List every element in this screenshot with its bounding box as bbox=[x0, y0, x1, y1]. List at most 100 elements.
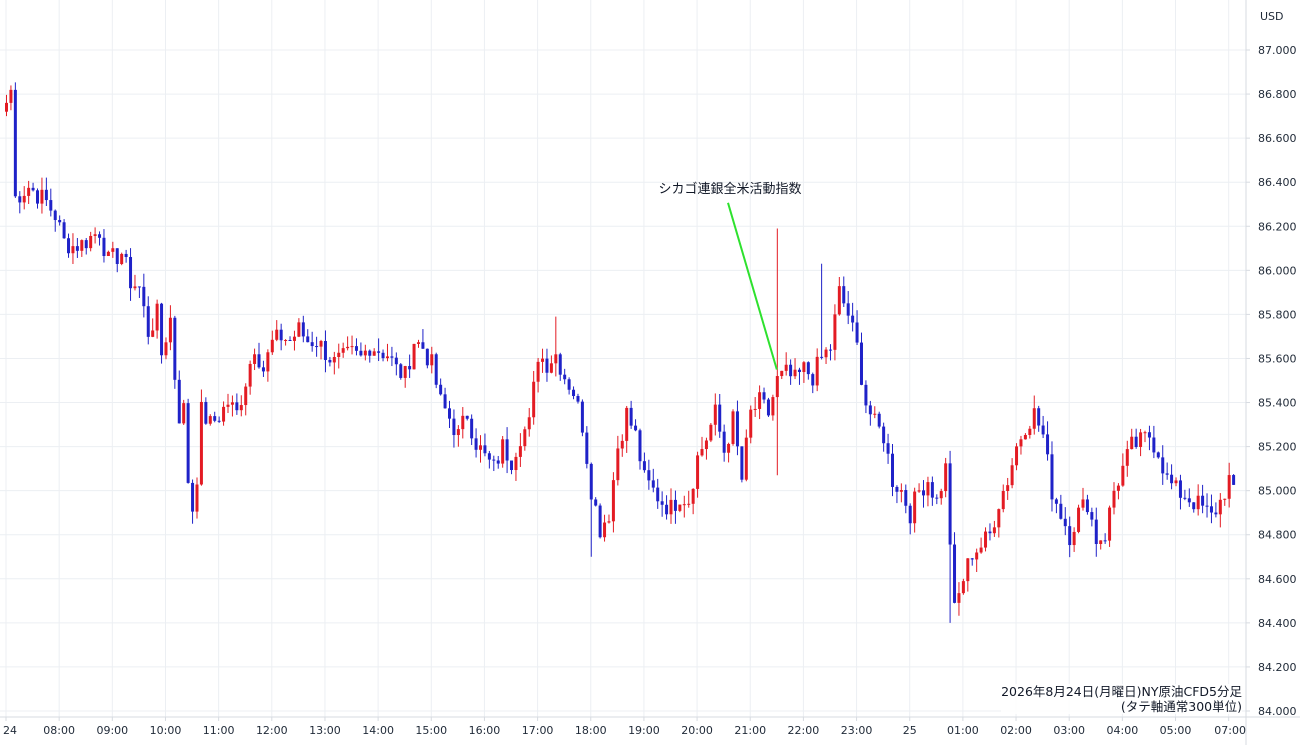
candle-body bbox=[18, 196, 22, 203]
candle bbox=[496, 455, 500, 469]
y-tick-label: 85.200 bbox=[1258, 441, 1297, 454]
candle bbox=[155, 299, 159, 339]
candle bbox=[700, 436, 704, 457]
candle-body bbox=[855, 322, 859, 343]
candle bbox=[492, 455, 496, 472]
candle bbox=[1023, 433, 1027, 440]
candle-body bbox=[607, 521, 611, 523]
candle-body bbox=[173, 317, 177, 380]
x-tick-label: 07:00 bbox=[1214, 724, 1246, 737]
candle-body bbox=[381, 352, 385, 359]
candle bbox=[230, 395, 234, 417]
candle bbox=[341, 342, 345, 358]
candle bbox=[191, 479, 195, 524]
candle-body bbox=[124, 253, 128, 257]
candle bbox=[106, 250, 110, 257]
caption-line-2: (タテ軸通常300単位) bbox=[1120, 699, 1242, 714]
candle bbox=[408, 354, 412, 378]
candle bbox=[1227, 462, 1231, 508]
candle bbox=[479, 435, 483, 463]
candle bbox=[31, 182, 35, 192]
candle-body bbox=[882, 426, 886, 444]
candle-body bbox=[1023, 434, 1027, 440]
candle-body bbox=[536, 361, 540, 382]
candle bbox=[744, 429, 748, 482]
candle-body bbox=[474, 438, 478, 450]
caption-line-1: 2026年8月24日(月曜日)NY原油CFD5分足 bbox=[1001, 684, 1242, 699]
candle bbox=[1037, 405, 1041, 432]
candle-body bbox=[213, 416, 217, 421]
candle bbox=[899, 483, 903, 503]
candle-body bbox=[784, 364, 788, 371]
candle-body bbox=[611, 480, 615, 522]
candle-body bbox=[735, 411, 739, 447]
candle bbox=[416, 339, 420, 348]
candle-body bbox=[580, 401, 584, 433]
y-tick-label: 86.200 bbox=[1258, 220, 1297, 233]
candle bbox=[1032, 395, 1036, 435]
candle bbox=[1201, 484, 1205, 514]
candle-body bbox=[479, 445, 483, 450]
candle bbox=[124, 249, 128, 263]
currency-label: USD bbox=[1260, 10, 1284, 23]
candle bbox=[598, 503, 602, 539]
candle bbox=[204, 397, 208, 425]
candle-body bbox=[461, 415, 465, 430]
candle-body bbox=[922, 490, 926, 496]
x-tick-label: 18:00 bbox=[575, 724, 607, 737]
candle-body bbox=[310, 342, 314, 347]
candle bbox=[222, 401, 226, 426]
candle-body bbox=[713, 404, 717, 425]
time-axis[interactable]: 24 08:00 09:00 10:00 11:00 12:00 13:00 14:00 15:… bbox=[0, 716, 1300, 737]
x-tick-label: 10:00 bbox=[150, 724, 182, 737]
price-axis[interactable]: 84.000 84.200 84.400 84.600 84.800 85.000 85.2… bbox=[1245, 0, 1297, 745]
candle-body bbox=[1068, 526, 1072, 546]
candle-body bbox=[1174, 480, 1178, 484]
candle-body bbox=[505, 439, 509, 461]
candle-body bbox=[585, 432, 589, 464]
candle bbox=[1063, 507, 1067, 536]
candle bbox=[567, 377, 571, 395]
candle bbox=[762, 387, 766, 404]
candle bbox=[549, 355, 553, 374]
candle-body bbox=[275, 329, 279, 340]
candle bbox=[102, 229, 106, 263]
candle bbox=[474, 428, 478, 458]
candle bbox=[53, 209, 57, 232]
candle-body bbox=[669, 499, 673, 515]
candle-body bbox=[270, 339, 274, 353]
candle bbox=[837, 276, 841, 316]
candle-body bbox=[1187, 498, 1191, 503]
candle-body bbox=[558, 354, 562, 375]
candle-body bbox=[758, 392, 762, 409]
candle bbox=[36, 188, 40, 209]
candle-body bbox=[1218, 499, 1222, 515]
candle-body bbox=[979, 547, 983, 553]
candle-body bbox=[625, 407, 629, 441]
candle bbox=[292, 330, 296, 351]
candle bbox=[634, 419, 638, 432]
candle bbox=[275, 320, 279, 342]
candle bbox=[226, 393, 230, 413]
candle-body bbox=[673, 499, 677, 511]
candlesticks bbox=[5, 82, 1236, 623]
candle bbox=[40, 177, 44, 214]
x-tick-label: 02:00 bbox=[1000, 724, 1032, 737]
candle-body bbox=[146, 306, 150, 337]
candle-body bbox=[820, 356, 824, 358]
candle bbox=[1156, 451, 1160, 459]
candle-body bbox=[917, 490, 921, 492]
candle bbox=[1214, 502, 1218, 518]
candle-body bbox=[168, 317, 172, 343]
candle bbox=[545, 348, 549, 382]
candle bbox=[359, 342, 363, 357]
candle bbox=[98, 231, 102, 246]
candle bbox=[270, 330, 274, 355]
candle-body bbox=[642, 461, 646, 471]
candle-body bbox=[235, 402, 239, 411]
candle-body bbox=[780, 370, 784, 377]
candle-body bbox=[620, 440, 624, 449]
candle-body bbox=[749, 409, 753, 438]
grid-lines bbox=[0, 0, 1246, 717]
candle-body bbox=[833, 314, 837, 350]
